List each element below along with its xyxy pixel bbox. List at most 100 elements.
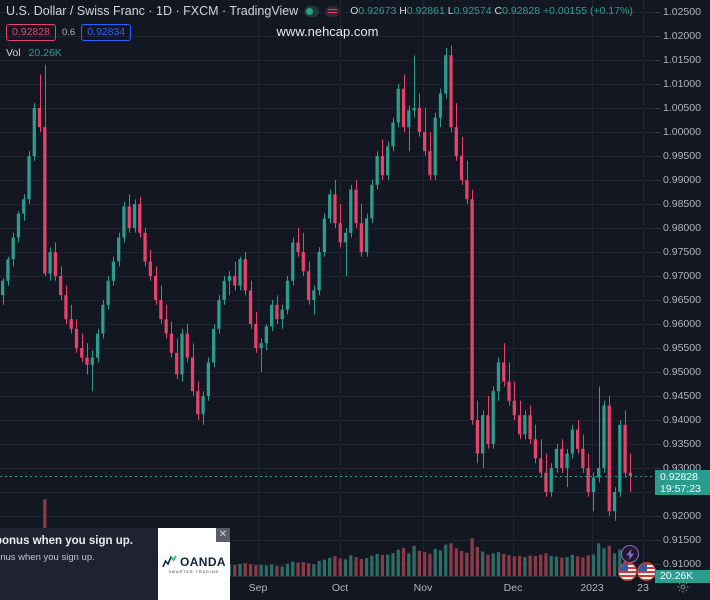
us-flag-icon[interactable] [618,562,637,581]
open-label: O [350,5,359,17]
candle-body [428,151,432,176]
candle-body [338,223,342,243]
volume-bar [428,553,432,576]
volume-bar [317,560,321,576]
flag-canton [638,563,647,571]
candle-body [370,184,374,219]
volume-value: 20.26K [28,47,62,59]
candle-body [74,328,79,348]
candle-body [254,324,258,348]
volume-bar [407,553,411,576]
candle-body [554,448,559,468]
candle-body [396,88,400,123]
candle-body [317,252,321,291]
price-tick: 0.95000 [655,365,710,379]
price-tick: 0.95500 [655,341,710,355]
candle-body [333,194,337,224]
volume-bar [275,565,279,576]
visibility-toggle-icon[interactable] [304,5,320,17]
candle-body [475,420,480,454]
candle-body [90,357,94,365]
chart-plot-area[interactable] [0,0,655,576]
candle-body [275,304,279,320]
price-axis[interactable]: 0.92828 19:57:23 20.26K 1.02500 1.02000 1.… [655,0,710,600]
time-tick: Oct [331,582,349,594]
candle-body [586,468,590,492]
candle-body [391,122,395,147]
price-tick: 0.94000 [655,413,710,427]
candle-body [465,180,469,200]
candle-body [618,424,622,492]
candle-body [101,304,105,334]
volume-bar [528,555,532,576]
low-value: 0.92574 [453,5,492,17]
candle-body [69,319,73,329]
price-tick: 1.00500 [655,101,710,115]
volume-bar [449,543,453,576]
volume-bar [507,555,511,576]
candle-body [301,252,305,272]
time-tick: Dec [503,582,523,594]
candle-body [364,218,369,252]
volume-badge: 20.26K [655,570,710,583]
candle-body [549,468,553,492]
candle-body [106,280,110,305]
volume-bar [475,547,480,576]
candle-body [222,280,226,300]
indicator-value-upper[interactable]: 0.92834 [81,24,132,41]
candle-body [512,400,516,416]
advertisement-banner[interactable]: a SG$388 bonus when you sign up. sit SG$… [0,528,230,600]
candle-body [470,199,474,420]
lightning-bolt-icon[interactable] [621,545,639,563]
candle-body [570,429,574,454]
volume-bar [243,563,247,576]
candle-body [612,492,617,512]
candle-body [349,189,353,233]
price-tick: 0.98500 [655,197,710,211]
volume-bar [391,553,395,576]
ad-subtext: sit SG$388 bonus when you sign up. [0,552,95,563]
candle-body [575,429,580,449]
volume-label: Vol [6,47,21,59]
volume-bar [570,554,574,576]
candle-body [380,156,385,176]
price-tick: 1.02500 [655,5,710,19]
volume-bar [259,564,263,576]
price-tick: 1.01500 [655,53,710,67]
volume-bar [486,554,490,576]
volume-bar [354,557,358,576]
volume-bar [517,555,522,576]
high-label: H [399,5,407,17]
close-value: 0.92828 [502,5,541,17]
volume-bar [565,557,569,576]
candle-body [175,352,179,375]
candle-body [248,290,253,324]
oanda-tagline: SMARTER TRADING [168,569,220,574]
volume-bar [386,554,390,576]
candle-body [27,156,31,200]
volume-bar [591,554,596,576]
candle-body [623,424,627,473]
volume-bar [338,558,342,576]
candle-body [259,343,263,348]
settings-gear-icon[interactable] [676,580,692,596]
us-flag-icon[interactable] [637,562,656,581]
time-tick: 2023 [580,582,604,594]
indicator-value-lower[interactable]: 0.92828 [6,24,56,41]
candle-body [438,93,443,118]
candle-body [449,55,453,128]
candle-body [433,117,437,176]
candle-body [238,259,242,286]
time-tick: Nov [413,582,433,594]
chart-legend: U.S. Dollar / Swiss Franc · 1D · FXCM · … [6,3,633,59]
volume-bar [301,562,305,576]
candle-body [459,156,464,180]
legend-menu-icon[interactable] [325,5,341,17]
volume-bar [459,550,464,576]
close-icon[interactable]: ✕ [216,528,230,542]
volume-bar [343,559,348,576]
price-tick: 0.91500 [655,533,710,547]
volume-bar [417,550,421,576]
candle-body [423,132,427,152]
volume-bar [612,553,617,576]
